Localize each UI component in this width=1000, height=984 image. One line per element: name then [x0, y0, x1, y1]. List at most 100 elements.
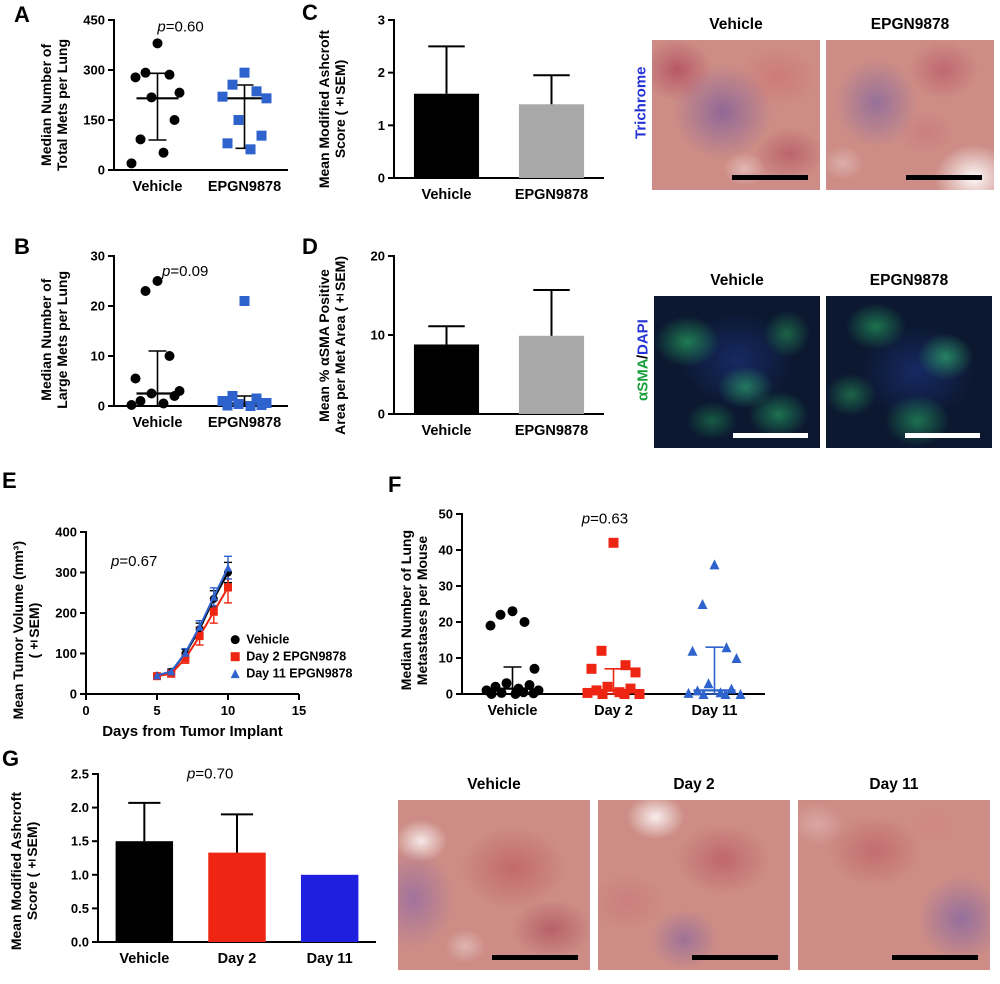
ylabel-line: (±SEM): [26, 602, 43, 658]
svg-text:EPGN9878: EPGN9878: [208, 415, 281, 431]
svg-text:20: 20: [91, 299, 105, 314]
panel-G-images: Vehicle Day 2 Day 11: [398, 776, 990, 970]
svg-text:1.0: 1.0: [71, 867, 89, 882]
image-column: Vehicle: [654, 272, 820, 448]
svg-text:0: 0: [70, 687, 77, 702]
image-label-vehicle: Vehicle: [467, 776, 521, 793]
svg-text:Day 2: Day 2: [594, 703, 633, 719]
panel-D-images: αSMA / DAPI Vehicle EPGN9878: [632, 272, 992, 448]
trichrome-image-vehicle: [652, 40, 820, 190]
svg-text:300: 300: [55, 565, 77, 580]
panel-D-letter: D: [302, 234, 318, 259]
trichrome-image-vehicle: [398, 800, 590, 970]
asma-dapi-stain-label: αSMA / DAPI: [632, 272, 654, 448]
panel-C-ylabel: Mean Modified Ashcroft Score (±SEM): [316, 30, 348, 188]
svg-text:1.5: 1.5: [71, 834, 89, 849]
panel-F-ylabel: Median Number of Lung Metastases per Mou…: [398, 530, 430, 690]
trichrome-image-day2: [598, 800, 790, 970]
svg-text:100: 100: [55, 646, 77, 661]
image-column: EPGN9878: [826, 16, 994, 190]
svg-text:EPGN9878: EPGN9878: [515, 423, 588, 439]
panel-G-ylabel: Mean Modified Ashcroft Score (±SEM): [8, 792, 40, 950]
ylabel-line: Mean Modified Ashcroft: [8, 791, 24, 951]
panel-E-letter: E: [2, 468, 17, 493]
svg-text:30: 30: [439, 579, 453, 594]
svg-text:0: 0: [446, 687, 453, 702]
panel-C-chart: 0 1 2 3 Vehicle EPGN9878: [378, 13, 605, 203]
panel-E: E Mean Tumor Volume (mm³) (±SEM) 0 100 200…: [2, 468, 387, 744]
panel-C: C Mean Modified Ashcroft Score (±SEM) 0 1…: [302, 0, 620, 212]
ylabel-line: Score (±SEM): [24, 821, 41, 921]
svg-text:Day 11: Day 11: [692, 703, 738, 719]
svg-text:20: 20: [371, 249, 385, 264]
scale-bar: [906, 175, 982, 180]
ylabel-line: Score (±SEM): [332, 59, 349, 159]
panel-F: F Median Number of Lung Metastases per M…: [388, 472, 775, 730]
ylabel-line: Median Number of: [38, 278, 54, 402]
panel-A-letter: A: [14, 2, 30, 27]
svg-text:300: 300: [83, 63, 105, 78]
svg-text:Day 11: Day 11: [307, 951, 353, 967]
panel-F-letter: F: [388, 472, 402, 497]
panel-G: G Mean Modified Ashcroft Score (±SEM) 0.…: [2, 746, 390, 984]
svg-text:Vehicle: Vehicle: [422, 423, 472, 439]
svg-text:1: 1: [378, 118, 385, 133]
svg-text:Vehicle: Vehicle: [488, 703, 538, 719]
svg-text:Vehicle: Vehicle: [120, 951, 170, 967]
image-column: Vehicle: [652, 16, 820, 190]
panel-A-ylabel: Median Number of Total Mets per Lung: [38, 39, 70, 171]
svg-text:10: 10: [439, 651, 453, 666]
svg-text:450: 450: [83, 13, 105, 28]
trichrome-image-epgn9878: [826, 40, 994, 190]
svg-text:0: 0: [83, 703, 90, 718]
svg-text:Vehicle: Vehicle: [133, 415, 183, 431]
scale-bar: [905, 433, 980, 438]
panel-A: A Median Number of Total Mets per Lung 0…: [14, 2, 300, 204]
panel-D-ylabel: Mean % αSMA Positive Area per Met Area (…: [316, 256, 348, 435]
scale-bar: [491, 955, 578, 960]
panel-B-letter: B: [14, 234, 30, 259]
svg-text:5: 5: [154, 703, 161, 718]
svg-text:Vehicle: Vehicle: [133, 179, 183, 195]
svg-text:150: 150: [83, 113, 105, 128]
image-label-vehicle: Vehicle: [709, 16, 763, 33]
svg-text:Day 11 EPGN9878: Day 11 EPGN9878: [246, 667, 352, 681]
ylabel-line: Mean % αSMA Positive: [316, 268, 332, 422]
panel-G-chart: 0.0 0.5 1.0 1.5 2.0 2.5 Vehicle Day 2 Day 11 p=0.…: [71, 765, 377, 967]
svg-text:0: 0: [378, 407, 385, 422]
svg-text:200: 200: [55, 606, 77, 621]
svg-text:10: 10: [221, 703, 235, 718]
svg-text:20: 20: [439, 615, 453, 630]
image-label-epgn9878: EPGN9878: [869, 272, 949, 289]
svg-text:p=0.09: p=0.09: [161, 263, 208, 280]
panel-G-letter: G: [2, 746, 20, 771]
svg-text:Vehicle: Vehicle: [246, 633, 289, 647]
panel-B-ylabel: Median Number of Large Mets per Lung: [38, 271, 70, 409]
ylabel-line: Mean Tumor Volume (mm³): [10, 540, 26, 720]
image-label-vehicle: Vehicle: [710, 272, 764, 289]
panel-C-letter: C: [302, 0, 318, 25]
scale-bar: [733, 433, 808, 438]
svg-text:EPGN9878: EPGN9878: [208, 179, 281, 195]
image-column: Vehicle: [398, 776, 590, 970]
svg-text:50: 50: [439, 507, 453, 522]
panel-E-ylabel: Mean Tumor Volume (mm³) (±SEM): [10, 541, 42, 719]
svg-text:Day 2 EPGN9878: Day 2 EPGN9878: [246, 650, 346, 664]
panel-E-chart: 0 100 200 300 400 0 5 10 15 Days from Tumor Impla…: [55, 525, 352, 741]
svg-text:Day 2: Day 2: [218, 951, 257, 967]
image-label-epgn9878: EPGN9878: [870, 16, 950, 33]
trichrome-image-day11: [798, 800, 990, 970]
svg-text:15: 15: [292, 703, 306, 718]
ylabel-line: Mean Modified Ashcroft: [316, 29, 332, 189]
svg-text:10: 10: [371, 328, 385, 343]
trichrome-stain-label: Trichrome: [632, 66, 650, 140]
ylabel-line: Median Number of Lung: [398, 529, 414, 691]
image-label-day2: Day 2: [673, 776, 715, 793]
svg-text:2: 2: [378, 65, 385, 80]
svg-text:p=0.67: p=0.67: [110, 553, 157, 570]
svg-text:400: 400: [55, 525, 77, 540]
svg-text:40: 40: [439, 543, 453, 558]
svg-text:0.5: 0.5: [71, 901, 89, 916]
ylabel-line: Median Number of: [38, 43, 54, 167]
svg-text:p=0.60: p=0.60: [157, 19, 204, 36]
